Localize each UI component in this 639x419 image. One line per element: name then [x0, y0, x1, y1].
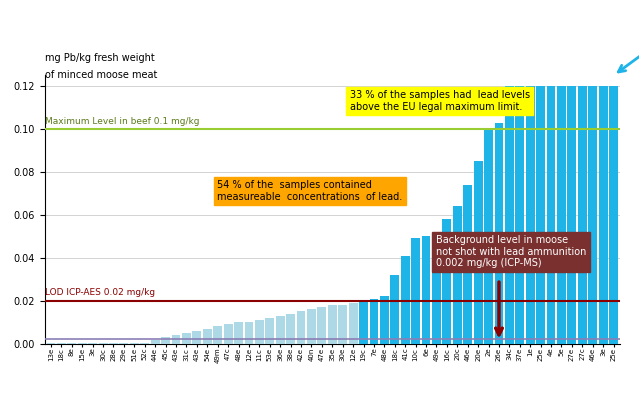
- Bar: [224, 324, 233, 344]
- Bar: [213, 326, 222, 344]
- Bar: [609, 86, 618, 344]
- Bar: [141, 343, 149, 344]
- Bar: [286, 313, 295, 344]
- Bar: [172, 335, 180, 344]
- Bar: [546, 86, 555, 344]
- Bar: [557, 86, 566, 344]
- Bar: [78, 343, 87, 344]
- Bar: [119, 343, 128, 344]
- Bar: [255, 320, 264, 344]
- Bar: [296, 311, 305, 344]
- Bar: [589, 86, 597, 344]
- Bar: [47, 343, 56, 344]
- Bar: [182, 333, 191, 344]
- Bar: [98, 343, 107, 344]
- Bar: [453, 206, 462, 344]
- Bar: [473, 161, 482, 344]
- Bar: [412, 238, 420, 344]
- Text: 33 % of the samples had  lead levels
above the EU legal maximum limit.: 33 % of the samples had lead levels abov…: [350, 90, 530, 112]
- Text: Maximum Level in beef 0.1 mg/kg: Maximum Level in beef 0.1 mg/kg: [45, 117, 199, 126]
- Bar: [307, 309, 316, 344]
- Bar: [203, 328, 212, 344]
- Bar: [567, 86, 576, 344]
- Bar: [88, 343, 97, 344]
- Bar: [109, 343, 118, 344]
- Bar: [484, 129, 493, 344]
- Bar: [67, 343, 76, 344]
- Bar: [495, 123, 504, 344]
- Bar: [432, 234, 441, 344]
- Bar: [463, 185, 472, 344]
- Bar: [318, 307, 327, 344]
- Bar: [442, 219, 451, 344]
- Text: Background level in moose
not shot with lead ammunition
0.002 mg/kg (ICP-MS): Background level in moose not shot with …: [436, 235, 586, 269]
- Bar: [338, 305, 347, 344]
- Bar: [276, 316, 284, 344]
- Bar: [328, 305, 337, 344]
- Bar: [536, 86, 545, 344]
- Bar: [245, 322, 253, 344]
- Bar: [401, 256, 410, 344]
- Bar: [422, 236, 431, 344]
- Bar: [516, 86, 524, 344]
- Bar: [390, 275, 399, 344]
- Text: Max value
31 mg/kg: Max value 31 mg/kg: [619, 27, 639, 72]
- Text: mg Pb/kg fresh weight: mg Pb/kg fresh weight: [45, 53, 155, 63]
- Bar: [369, 298, 378, 344]
- Bar: [359, 301, 368, 344]
- Bar: [161, 337, 170, 344]
- Text: LOD ICP-AES 0.02 mg/kg: LOD ICP-AES 0.02 mg/kg: [45, 288, 155, 297]
- Bar: [265, 318, 274, 344]
- Bar: [380, 296, 389, 344]
- Bar: [57, 343, 66, 344]
- Bar: [151, 340, 160, 344]
- Bar: [192, 331, 201, 344]
- Bar: [234, 322, 243, 344]
- Text: 54 % of the  samples contained
measureable  concentrations  of lead.: 54 % of the samples contained measureabl…: [217, 181, 403, 202]
- Bar: [349, 303, 358, 344]
- Bar: [578, 86, 587, 344]
- Text: of minced moose meat: of minced moose meat: [45, 70, 157, 80]
- Bar: [526, 86, 535, 344]
- Bar: [130, 343, 139, 344]
- Bar: [599, 86, 608, 344]
- Bar: [505, 86, 514, 344]
